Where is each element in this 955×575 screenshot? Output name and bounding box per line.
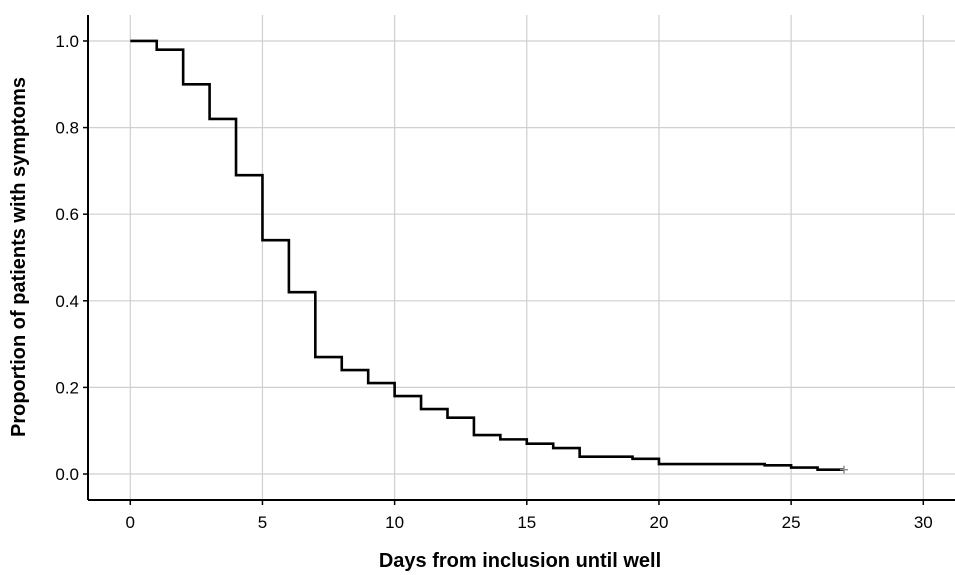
x-tick-label-6: 30 bbox=[914, 513, 933, 532]
y-tick-label-1: 0.2 bbox=[55, 378, 79, 397]
series-0-step-line bbox=[130, 39, 844, 471]
grid-layer bbox=[88, 15, 955, 500]
x-tick-label-5: 25 bbox=[782, 513, 801, 532]
x-tick-label-0: 0 bbox=[126, 513, 135, 532]
x-tick-label-3: 15 bbox=[517, 513, 536, 532]
y-axis-title: Proportion of patients with symptoms bbox=[8, 77, 30, 437]
tick-labels-layer: 0 5 10 15 20 25 30 0.0 0.2 0.4 0.6 0.8 1.0 bbox=[55, 32, 932, 532]
x-tick-label-2: 10 bbox=[385, 513, 404, 532]
y-tick-label-3: 0.6 bbox=[55, 205, 79, 224]
x-axis-title: Days from inclusion until well bbox=[379, 550, 661, 572]
axes-layer bbox=[83, 15, 955, 505]
curve-layer bbox=[130, 39, 848, 474]
y-tick-label-5: 1.0 bbox=[55, 32, 79, 51]
x-tick-label-1: 5 bbox=[258, 513, 267, 532]
y-tick-label-0: 0.0 bbox=[55, 465, 79, 484]
censor-mark-0 bbox=[839, 465, 848, 474]
x-tick-label-4: 20 bbox=[649, 513, 668, 532]
y-tick-label-2: 0.4 bbox=[55, 292, 79, 311]
y-tick-label-4: 0.8 bbox=[55, 119, 79, 138]
